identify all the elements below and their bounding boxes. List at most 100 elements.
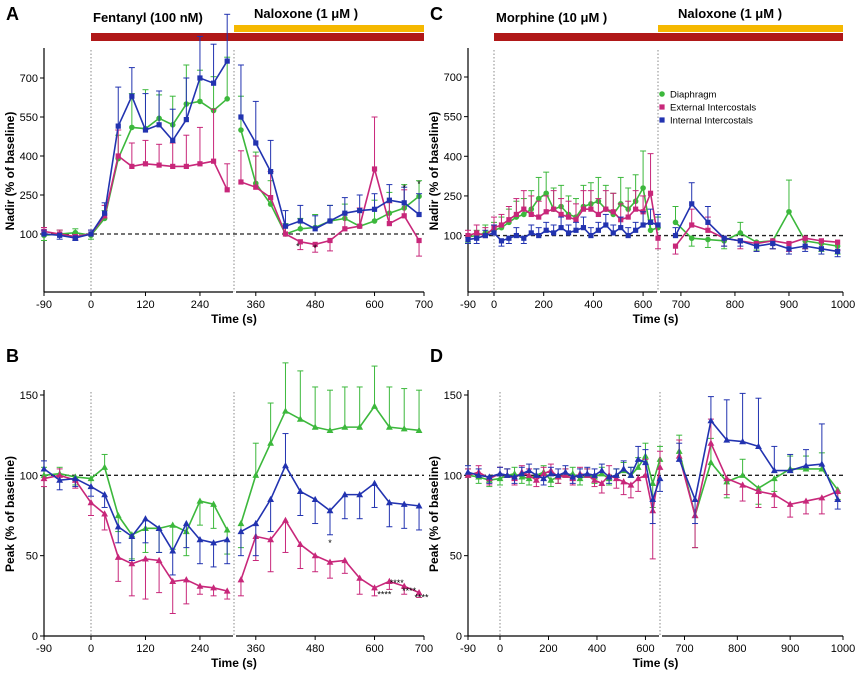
x-tick-label: 200 [539, 643, 557, 655]
data-point [482, 232, 488, 239]
data-point [521, 235, 527, 241]
data-point [647, 219, 654, 225]
naloxone-label: Naloxone (1 μM ) [254, 6, 358, 21]
data-point [655, 235, 661, 241]
data-point [87, 474, 95, 482]
data-point [591, 471, 598, 478]
legend-label: External Intercostals [670, 103, 756, 114]
data-point [672, 232, 679, 239]
data-point [102, 210, 108, 216]
data-point [282, 462, 289, 469]
data-point [689, 201, 695, 207]
data-point [633, 227, 639, 233]
data-point [649, 479, 657, 486]
data-point [723, 474, 731, 482]
data-point [371, 402, 378, 409]
data-point [400, 425, 408, 432]
y-tick-label: 100 [444, 231, 462, 243]
data-point [115, 123, 121, 129]
data-point [342, 226, 348, 232]
data-point [197, 98, 203, 105]
data-point [656, 463, 664, 470]
data-point [818, 238, 824, 244]
legend-marker [659, 91, 665, 97]
naloxone-bar [658, 25, 843, 32]
x-tick-label: 480 [306, 643, 324, 655]
y-axis-label: Nadir (% of baseline) [3, 112, 17, 231]
data-point [282, 407, 289, 414]
x-axis-label: Time (s) [633, 656, 679, 670]
x-tick-label: 900 [780, 299, 798, 311]
data-point [620, 478, 628, 485]
y-tick-label: 250 [444, 191, 462, 203]
data-point [707, 417, 715, 424]
panel-label: B [6, 346, 19, 366]
data-point [573, 217, 579, 223]
data-point [818, 246, 824, 252]
data-point [755, 484, 762, 491]
data-point [834, 248, 841, 255]
data-point [562, 471, 569, 478]
x-tick-label: 0 [497, 643, 503, 655]
data-point [296, 415, 304, 422]
y-tick-label: 100 [20, 470, 38, 482]
data-point [210, 80, 217, 86]
drug-label: Fentanyl (100 nM) [93, 10, 203, 25]
data-point [311, 423, 319, 430]
x-tick-label: 120 [136, 299, 154, 311]
x-tick-label: -90 [36, 299, 52, 311]
data-point [511, 473, 518, 480]
y-tick-label: 50 [26, 551, 38, 563]
data-point [40, 465, 48, 472]
data-point [267, 439, 275, 446]
data-point [580, 206, 587, 212]
x-tick-label: 800 [726, 299, 744, 311]
data-point [223, 526, 231, 533]
series-internal-intercostals [464, 392, 842, 525]
data-point [532, 471, 540, 478]
significance-marker: * [328, 538, 332, 548]
y-tick-label: 700 [20, 73, 38, 85]
data-point [237, 527, 245, 535]
data-point [625, 214, 631, 220]
significance-marker: * [417, 179, 421, 189]
panel-label: A [6, 4, 19, 24]
x-tick-label: 200 [535, 299, 553, 311]
data-point [818, 494, 826, 501]
data-point [155, 524, 163, 531]
data-point [128, 560, 136, 567]
data-point [356, 574, 364, 581]
data-point [786, 240, 792, 247]
data-point [129, 163, 135, 169]
data-point [464, 468, 472, 475]
data-point [536, 214, 542, 220]
x-tick-label: 600 [365, 299, 383, 311]
data-point [416, 237, 422, 244]
x-tick-label: -90 [460, 299, 476, 311]
data-point [326, 426, 334, 433]
data-point [620, 465, 628, 472]
data-point [707, 439, 715, 446]
data-point [588, 232, 594, 239]
data-point [705, 236, 711, 243]
data-point [491, 230, 497, 236]
data-point [576, 474, 584, 482]
y-tick-label: 700 [444, 72, 462, 84]
data-point [268, 169, 274, 175]
x-tick-label: 240 [191, 299, 209, 311]
data-point [196, 497, 204, 504]
data-point [237, 519, 245, 527]
data-point [341, 556, 349, 564]
data-point [327, 237, 333, 244]
y-tick-label: 150 [20, 390, 38, 402]
data-point [400, 500, 408, 507]
data-point [223, 587, 231, 594]
data-point [183, 163, 189, 169]
naloxone-bar [234, 25, 424, 32]
data-point [753, 243, 760, 249]
series-line [43, 154, 228, 238]
data-point [610, 230, 616, 236]
data-point [128, 532, 136, 539]
